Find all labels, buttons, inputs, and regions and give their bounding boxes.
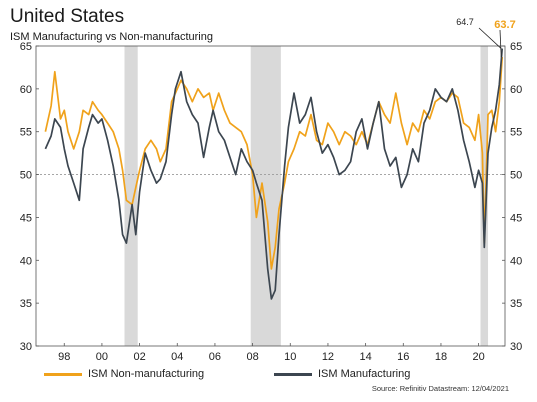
- annotation-leader-non-manufacturing: [499, 29, 502, 58]
- legend-item-manufacturing: ISM Manufacturing: [274, 368, 410, 380]
- y-tick-label-left-30: 30: [20, 341, 32, 353]
- legend-swatch-manufacturing: [274, 372, 312, 376]
- x-tick-label-08: 08: [246, 351, 258, 363]
- y-tick-label-left-35: 35: [20, 298, 32, 310]
- x-tick-label-06: 06: [209, 351, 221, 363]
- y-tick-label-left-60: 60: [20, 84, 32, 96]
- y-tick-label-left-50: 50: [20, 170, 32, 182]
- y-tick-label-left-40: 40: [20, 255, 32, 267]
- y-tick-label-right-65: 65: [510, 41, 522, 53]
- recession-band-2: [480, 46, 489, 346]
- legend-item-non-manufacturing: ISM Non-manufacturing: [44, 368, 204, 380]
- y-tick-label-left-45: 45: [20, 212, 32, 224]
- x-tick-label-20: 20: [473, 351, 485, 363]
- x-tick-label-02: 02: [133, 351, 145, 363]
- y-tick-label-right-35: 35: [510, 298, 522, 310]
- y-tick-label-right-40: 40: [510, 255, 522, 267]
- x-tick-label-00: 00: [96, 351, 108, 363]
- recession-band-0: [124, 46, 138, 346]
- x-tick-label-04: 04: [171, 351, 183, 363]
- chart-subtitle: ISM Manufacturing vs Non-manufacturing: [10, 31, 213, 43]
- chart-title: United States: [10, 6, 125, 27]
- annotation-leader-manufacturing: [478, 27, 502, 49]
- y-tick-label-right-55: 55: [510, 127, 522, 139]
- y-tick-label-right-45: 45: [510, 212, 522, 224]
- recession-band-1: [250, 46, 281, 346]
- x-tick-label-10: 10: [284, 351, 296, 363]
- plot-frame: [35, 45, 506, 347]
- x-tick-label-16: 16: [397, 351, 409, 363]
- y-tick-label-left-65: 65: [20, 41, 32, 53]
- source-note: Source: Refinitiv Datastream: 12/04/2021: [371, 384, 509, 393]
- y-tick-label-right-50: 50: [510, 170, 522, 182]
- series-line-manufacturing: [44, 48, 504, 300]
- y-tick-label-right-60: 60: [510, 84, 522, 96]
- y-tick-label-right-30: 30: [510, 341, 522, 353]
- y-tick-label-left-55: 55: [20, 127, 32, 139]
- x-tick-label-12: 12: [322, 351, 334, 363]
- series-line-non-manufacturing: [44, 57, 504, 270]
- annotation-manufacturing-value: 64.7: [456, 17, 474, 27]
- legend-swatch-non-manufacturing: [44, 372, 82, 376]
- annotation-non-manufacturing-value: 63.7: [494, 19, 515, 31]
- legend-label-manufacturing: ISM Manufacturing: [318, 368, 411, 380]
- x-tick-label-14: 14: [359, 351, 371, 363]
- legend-label-non-manufacturing: ISM Non-manufacturing: [88, 368, 205, 380]
- x-tick-label-18: 18: [435, 351, 447, 363]
- x-tick-label-98: 98: [58, 351, 70, 363]
- legend: ISM Non-manufacturing ISM Manufacturing: [0, 368, 537, 388]
